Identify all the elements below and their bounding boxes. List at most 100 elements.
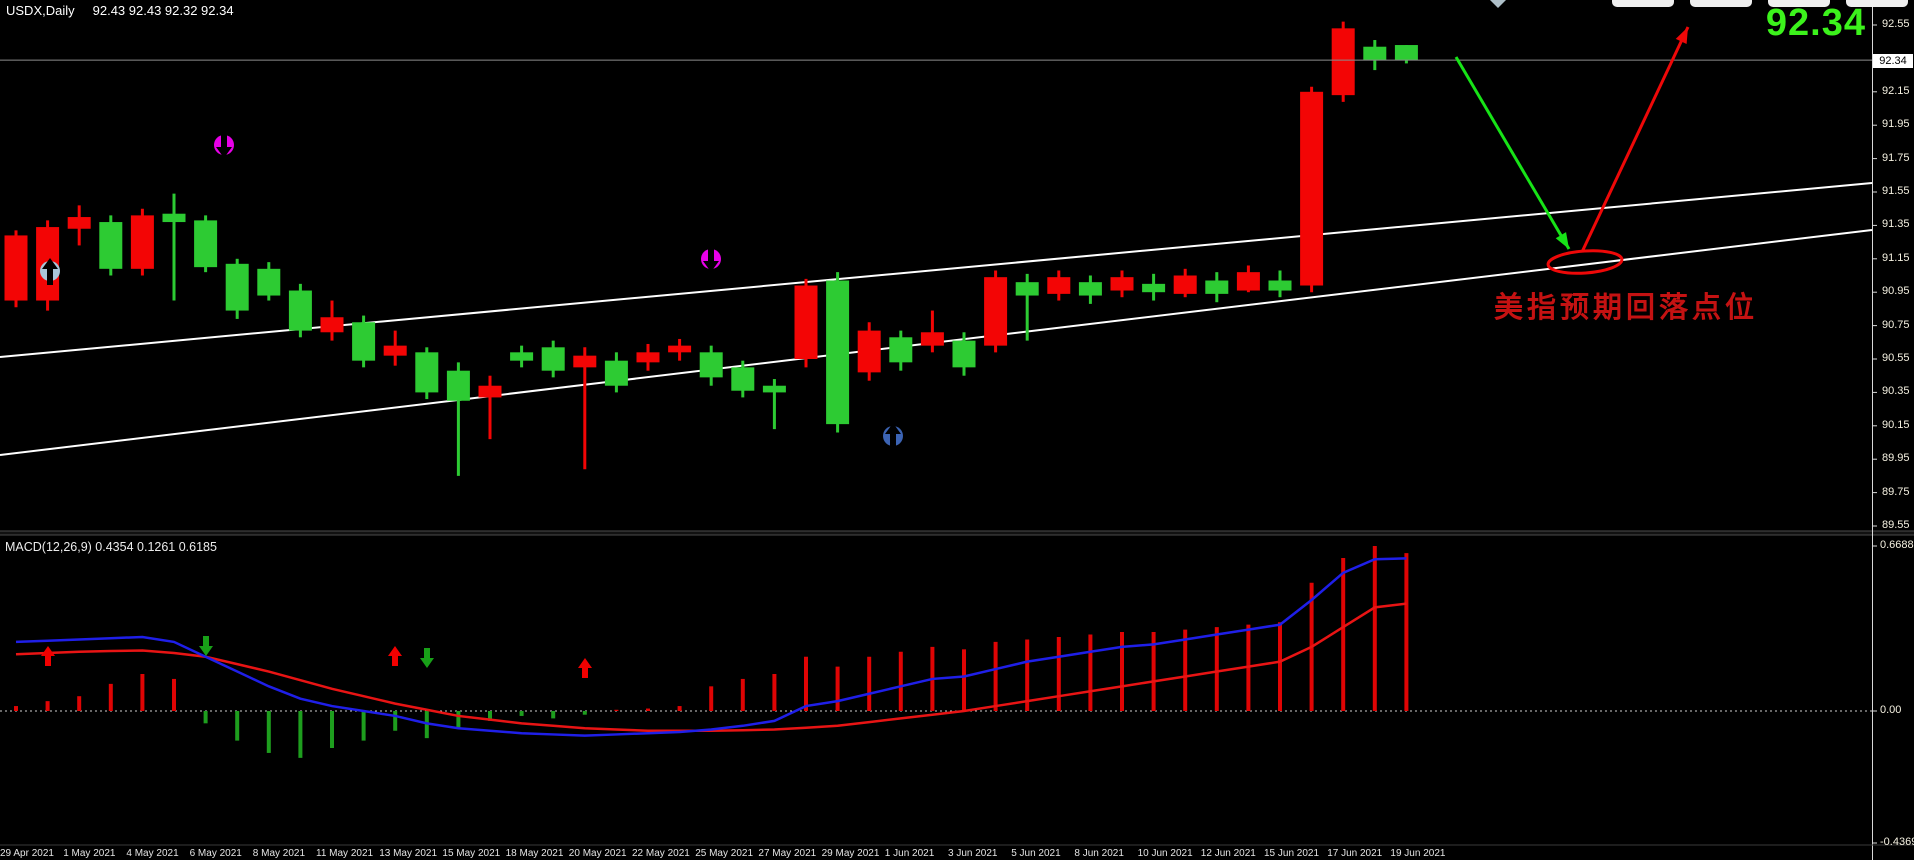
candle-body	[762, 385, 786, 393]
date-axis-label: 5 Jun 2021	[1011, 848, 1061, 859]
date-axis-label: 29 May 2021	[821, 848, 880, 859]
ohlc-values: 92.43 92.43 92.32 92.34	[92, 3, 234, 18]
candle-body	[225, 263, 249, 311]
candle-body	[731, 367, 755, 391]
candle-body	[952, 340, 976, 368]
date-axis-label: 1 Jun 2021	[884, 848, 935, 859]
price-axis-label: 90.15	[1882, 418, 1910, 431]
buy-signal-icon	[883, 423, 903, 450]
candle-body	[1047, 277, 1071, 294]
date-axis-label: 8 Jun 2021	[1074, 848, 1124, 859]
candle-body	[130, 215, 154, 269]
macd-indicator-label: MACD(12,26,9) 0.4354 0.1261 0.6185	[5, 540, 217, 554]
candle-body	[920, 332, 944, 346]
date-axis-label: 3 Jun 2021	[948, 848, 998, 859]
date-axis-label: 13 May 2021	[379, 848, 438, 859]
chart-title: USDX,Daily 92.43 92.43 92.32 92.34	[6, 3, 234, 18]
candle-body	[1173, 275, 1197, 294]
candle-body	[1205, 280, 1229, 294]
candle-body	[4, 235, 28, 301]
candle-body	[67, 217, 91, 229]
chevron-down-icon[interactable]	[1490, 0, 1506, 8]
price-axis-label: 90.95	[1882, 285, 1910, 298]
candle-body	[573, 355, 597, 368]
date-axis-label: 12 Jun 2021	[1200, 848, 1256, 859]
candle-body	[1015, 282, 1039, 296]
date-axis-label: 22 May 2021	[632, 848, 690, 859]
candle-body	[857, 330, 881, 373]
date-axis-label: 15 Jun 2021	[1264, 848, 1320, 859]
macd-axis-label: 0.00	[1880, 704, 1902, 716]
candle-body	[1394, 45, 1418, 61]
date-axis-label: 8 May 2021	[252, 848, 306, 859]
date-axis-label: 25 May 2021	[695, 848, 754, 859]
date-axis-label: 18 May 2021	[505, 848, 564, 859]
pullback-arrow-green	[1454, 56, 1571, 250]
upper-channel-trendline	[0, 182, 1873, 358]
candle-body	[162, 213, 186, 223]
toolbar-button-cropped[interactable]	[1690, 0, 1752, 7]
price-axis-label: 90.35	[1882, 385, 1910, 398]
date-axis-label: 27 May 2021	[758, 848, 817, 859]
candle-body	[1110, 277, 1134, 291]
toolbar-button-cropped[interactable]	[1612, 0, 1674, 7]
date-axis-label: 29 Apr 2021	[0, 848, 54, 859]
price-axis-label: 90.75	[1882, 318, 1910, 331]
price-axis-label: 91.95	[1882, 118, 1910, 131]
toolbar-button-cropped[interactable]	[1846, 0, 1908, 7]
symbol-timeframe-label: USDX,Daily	[6, 3, 75, 18]
candle-body	[99, 222, 123, 269]
macd-sell-arrow-icon	[420, 648, 434, 668]
macd-main-line	[15, 557, 1407, 737]
candle-body	[1363, 46, 1387, 61]
candle-body	[1268, 280, 1292, 291]
candle-body	[320, 317, 344, 333]
pullback-arrow-green-head	[1555, 232, 1569, 249]
macd-buy-arrow-icon	[578, 658, 592, 678]
candle-body	[194, 220, 218, 268]
candle-body	[288, 290, 312, 331]
price-axis-label: 91.35	[1882, 218, 1910, 231]
date-axis-label: 11 May 2021	[316, 848, 374, 859]
panel-separator[interactable]	[0, 531, 1914, 535]
date-axis-label: 15 May 2021	[442, 848, 501, 859]
candle-body	[257, 268, 281, 296]
pullback-annotation-text: 美指预期回落点位	[1494, 292, 1759, 324]
price-axis-label: 92.15	[1882, 84, 1910, 97]
candle-body	[699, 352, 723, 378]
candle-body	[794, 285, 818, 359]
price-axis-label: 91.75	[1882, 151, 1910, 164]
date-axis-label: 1 May 2021	[63, 848, 116, 859]
price-axis-label: 91.15	[1882, 251, 1910, 264]
candle-body	[1300, 91, 1324, 286]
date-axis-label: 17 Jun 2021	[1327, 848, 1383, 859]
pullback-target-ellipse	[1546, 249, 1624, 275]
candle-body	[636, 352, 660, 363]
buy-signal-icon	[40, 258, 60, 285]
macd-axis-label: -0.4369	[1880, 836, 1914, 848]
current-price-big-label: 92.34	[1765, 2, 1866, 44]
price-axis-label: 89.95	[1882, 452, 1910, 465]
date-axis-label: 6 May 2021	[189, 848, 242, 859]
candle-body	[1078, 282, 1102, 296]
rebound-arrow-red	[1580, 26, 1690, 253]
candle-body	[984, 277, 1008, 346]
candle-body	[510, 352, 534, 361]
candle-body	[826, 280, 850, 425]
date-axis-label: 10 Jun 2021	[1137, 848, 1193, 859]
price-axis-label: 89.75	[1882, 485, 1910, 498]
rebound-arrow-red-head	[1675, 27, 1688, 45]
toolbar-button-cropped[interactable]	[1768, 0, 1830, 7]
candle-body	[889, 337, 913, 363]
date-axis-label: 4 May 2021	[126, 848, 179, 859]
date-axis-label: 20 May 2021	[568, 848, 627, 859]
candle-body	[668, 345, 692, 353]
candle-body	[1142, 283, 1166, 293]
price-axis-label: 91.55	[1882, 185, 1910, 197]
macd-sell-arrow-icon	[199, 636, 213, 656]
candle-body	[478, 385, 502, 398]
macd-signal-line	[15, 602, 1407, 732]
date-axis-label: 19 Jun 2021	[1390, 848, 1446, 859]
